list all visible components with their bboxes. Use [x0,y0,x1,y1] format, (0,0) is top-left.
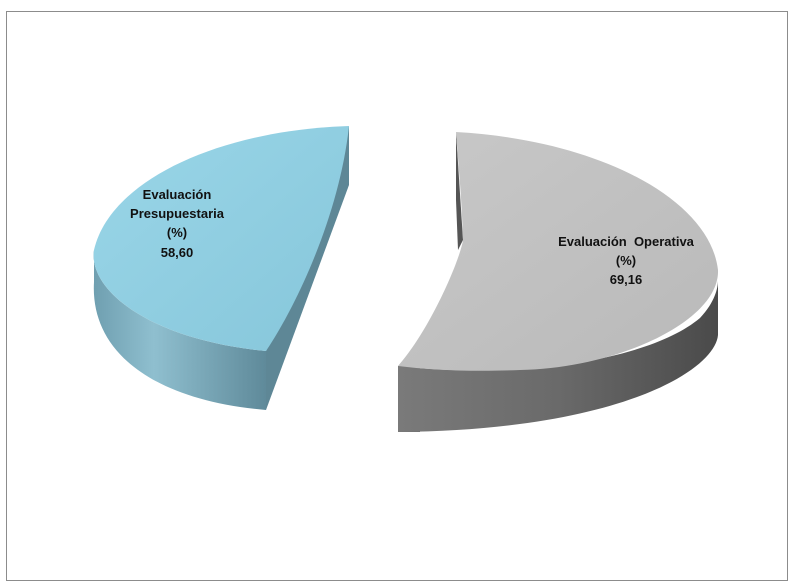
label-presupuestaria-line-3: (%) [167,225,187,240]
slice-operativa [398,132,719,432]
label-presupuestaria: Evaluación Presupuestaria (%) 58,60 [130,187,225,260]
label-operativa: Evaluación Operativa (%) 69,16 [558,234,695,287]
slice-operativa-back-face [456,132,463,250]
slice-operativa-side [398,280,718,432]
value-presupuestaria: 58,60 [161,245,194,260]
slice-presupuestaria-top [93,126,349,351]
label-operativa-line-1: Evaluación Operativa [558,234,695,249]
label-operativa-line-2: (%) [616,253,636,268]
slice-presupuestaria-side [93,250,266,410]
label-presupuestaria-line-1: Evaluación [143,187,212,202]
value-operativa: 69,16 [610,272,643,287]
label-presupuestaria-line-2: Presupuestaria [130,206,225,221]
slice-operativa-top [398,132,719,371]
slice-presupuestaria [93,126,349,410]
